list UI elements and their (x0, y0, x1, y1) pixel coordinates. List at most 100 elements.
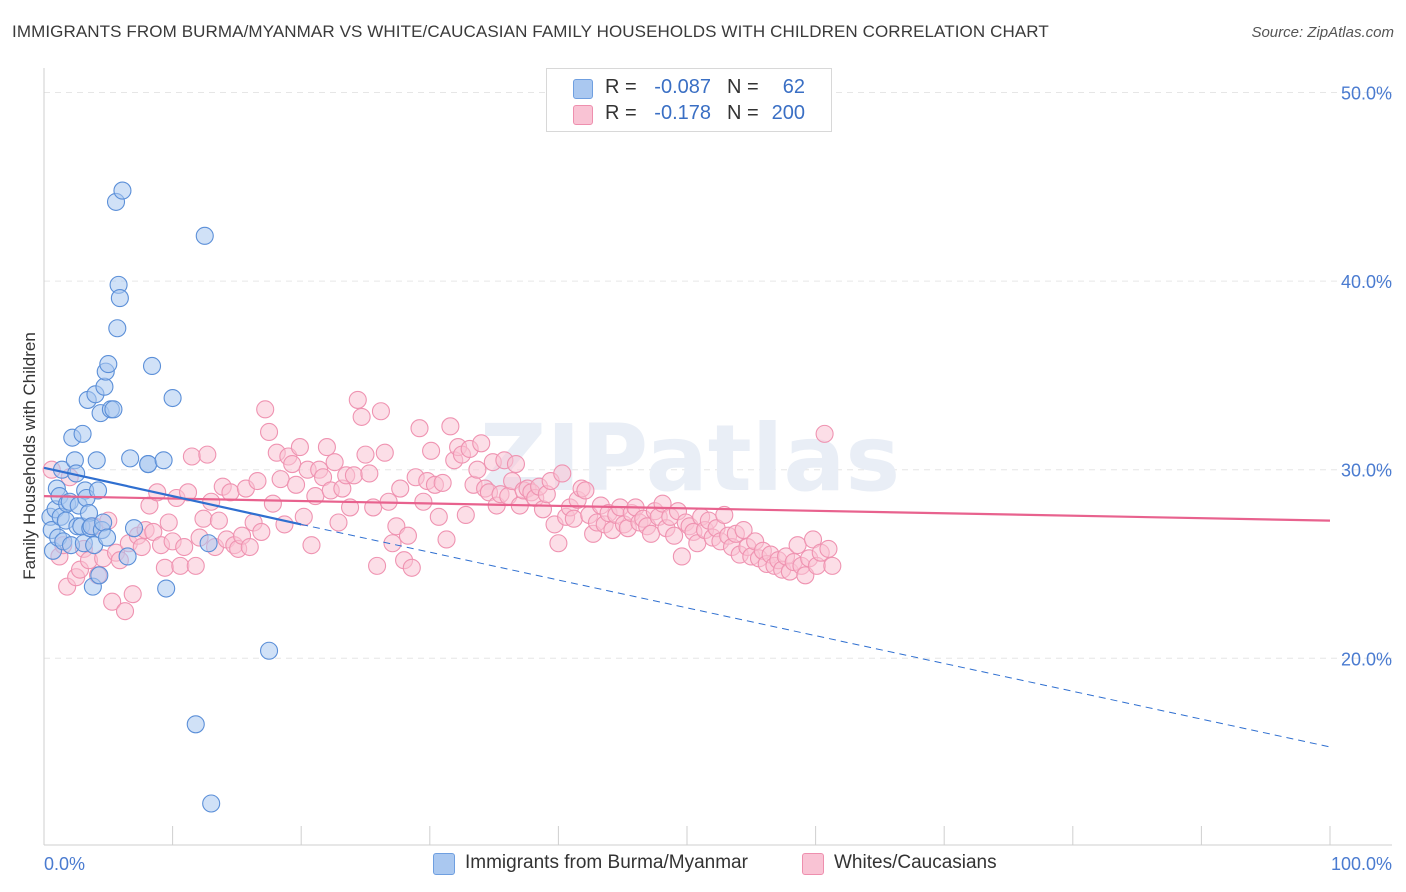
white-caucasian-point (391, 479, 410, 498)
legend-n-label: N = (727, 102, 759, 124)
white-trend-line (43, 495, 1331, 522)
white-caucasian-point (194, 509, 213, 528)
white-caucasian-point (402, 558, 421, 577)
white-caucasian-point (456, 505, 475, 525)
burma-myanmar-point (186, 715, 205, 734)
legend-row-white: R = -0.178 N = 200 (547, 100, 831, 128)
burma-myanmar-point (73, 424, 92, 443)
white-caucasian-point (317, 438, 336, 457)
source-label: Source: ZipAtlas.com (1251, 24, 1394, 41)
white-caucasian-point (344, 466, 363, 485)
burma-myanmar-point (121, 449, 140, 468)
white-caucasian-point (734, 521, 753, 540)
white-caucasian-point (252, 522, 271, 541)
burma-myanmar-point (90, 566, 109, 585)
y-axis-label: Family Households with Children (20, 332, 39, 580)
legend-r-label: R = (605, 76, 637, 98)
legend-row-burma: R = -0.087 N = 62 (547, 74, 831, 102)
legend-r-value: -0.178 (654, 102, 711, 124)
burma-myanmar-point (154, 451, 173, 470)
white-caucasian-point (375, 443, 394, 462)
y-tick-labels: 20.0% 30.0% 40.0% 50.0% (1341, 84, 1392, 670)
burma-myanmar-point (113, 181, 132, 200)
burma-myanmar-point (199, 534, 218, 553)
burma-myanmar-points (41, 181, 279, 813)
burma-myanmar-point (87, 451, 106, 470)
y-tick-label: 40.0% (1341, 272, 1392, 292)
legend-n-value: 200 (771, 102, 805, 124)
white-caucasian-point (564, 509, 583, 528)
grid-lines (44, 92, 1392, 659)
white-caucasian-point (641, 524, 661, 543)
white-caucasian-point (221, 483, 240, 502)
white-caucasian-point (553, 464, 572, 483)
burma-myanmar-point (97, 528, 117, 547)
white-caucasian-point (468, 460, 487, 479)
white-caucasian-point (429, 507, 448, 526)
x-tick-label-min: 0.0% (44, 854, 85, 874)
white-caucasian-point (325, 453, 344, 472)
white-caucasian-point (103, 592, 122, 611)
white-caucasian-point (410, 419, 429, 438)
white-caucasian-point (302, 536, 321, 555)
white-caucasian-point (341, 498, 360, 517)
white-caucasian-point (283, 454, 302, 474)
legend-n-value: 62 (782, 76, 805, 98)
legend-swatch-burma (573, 79, 593, 99)
legend-label-white: Whites/Caucasians (834, 852, 997, 873)
white-caucasian-point (171, 556, 190, 575)
white-caucasian-point (549, 534, 568, 553)
white-caucasian-point (819, 539, 838, 558)
burma-myanmar-point (157, 579, 176, 598)
white-caucasian-point (287, 475, 306, 494)
white-caucasian-point (371, 402, 390, 421)
legend-r-value: -0.087 (654, 76, 711, 98)
white-caucasian-point (356, 445, 375, 464)
burma-myanmar-point (124, 519, 144, 538)
white-caucasian-point (665, 526, 684, 545)
white-caucasian-point (360, 464, 379, 483)
white-caucasian-point (178, 483, 198, 502)
white-caucasian-point (186, 556, 205, 575)
white-caucasian-point (123, 585, 142, 604)
burma-myanmar-point (94, 513, 113, 532)
white-caucasian-point (271, 470, 290, 489)
white-caucasian-point (248, 471, 267, 491)
burma-myanmar-point (110, 289, 129, 308)
burma-myanmar-point (163, 388, 182, 408)
burma-myanmar-point (202, 794, 221, 813)
burma-trend-line (43, 466, 302, 526)
white-caucasian-point (348, 390, 367, 409)
white-caucasian-point (182, 447, 201, 466)
white-caucasian-point (202, 492, 221, 511)
chart-title: IMMIGRANTS FROM BURMA/MYANMAR VS WHITE/C… (12, 22, 1049, 41)
legend-swatch-white (802, 853, 824, 875)
white-caucasian-point (815, 424, 834, 443)
white-caucasian-point (823, 556, 842, 575)
white-caucasian-point (672, 547, 691, 566)
white-caucasian-point (115, 602, 135, 621)
white-caucasian-point (414, 492, 433, 511)
white-caucasian-point (159, 513, 178, 532)
white-caucasian-point (352, 407, 371, 426)
burma-myanmar-point (259, 641, 279, 660)
x-tick-label-max: 100.0% (1331, 854, 1392, 874)
white-caucasian-point (472, 434, 491, 453)
white-caucasian-point (422, 441, 441, 460)
white-caucasian-point (175, 537, 194, 557)
stats-legend: R = -0.087 N = 62 R = -0.178 N = 200 (546, 68, 832, 132)
burma-myanmar-point (108, 319, 127, 338)
burma-myanmar-point (104, 400, 123, 419)
x-tick-marks (172, 826, 1331, 845)
legend-r-label: R = (605, 102, 637, 124)
white-caucasian-point (240, 537, 259, 557)
trend-lines (43, 466, 1331, 748)
burma-trend-line-dashed (301, 523, 1331, 748)
burma-myanmar-point (99, 355, 118, 374)
white-caucasian-point (715, 505, 734, 525)
burma-myanmar-point (139, 454, 158, 474)
burma-myanmar-point (118, 547, 137, 566)
legend-label-burma: Immigrants from Burma/Myanmar (465, 852, 748, 873)
white-caucasian-point (433, 473, 452, 492)
